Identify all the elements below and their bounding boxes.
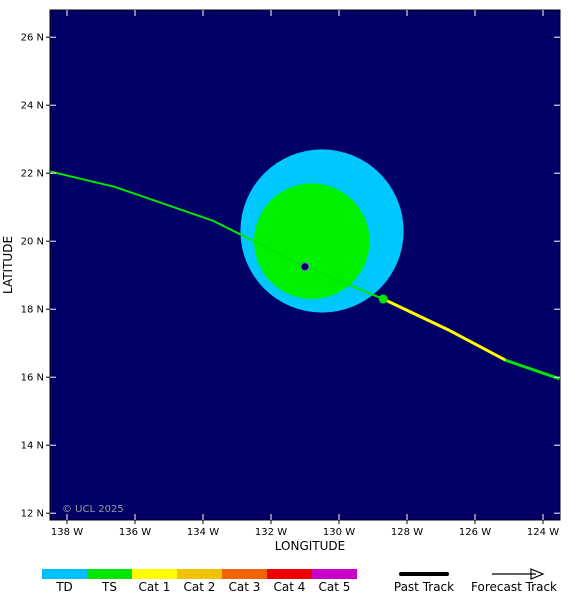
legend-label-cat-2: Cat 2: [184, 580, 216, 594]
forecast-track-legend: Forecast Track: [471, 568, 557, 594]
past-track-legend: Past Track: [394, 572, 454, 594]
forecast-track-label: Forecast Track: [471, 580, 557, 594]
y-tick-label: 20 N: [21, 237, 44, 248]
legend-swatch-cat-5: [312, 569, 357, 579]
legend-swatch-cat-2: [177, 569, 222, 579]
track-segment-1: [50, 170, 384, 300]
y-tick-label: 12 N: [21, 509, 44, 520]
legend-swatch-cat-4: [267, 569, 312, 579]
forecast-point-marker: [378, 294, 388, 304]
legend-swatch-ts: [87, 569, 132, 579]
forecast-arrowhead-icon: [530, 568, 545, 580]
x-axis-title: LONGITUDE: [275, 539, 345, 553]
y-axis-title: LATITUDE: [1, 236, 15, 294]
x-tick-label: 134 W: [187, 527, 219, 538]
wind-field-layer: [240, 149, 404, 313]
x-tick-label: 126 W: [459, 527, 491, 538]
x-tick-label: 130 W: [323, 527, 355, 538]
storm-position-layer: [300, 262, 388, 304]
y-tick-label: 22 N: [21, 169, 44, 180]
y-tick-label: 26 N: [21, 33, 44, 44]
legend-label-cat-1: Cat 1: [139, 580, 171, 594]
legend-label-td: TD: [55, 580, 73, 594]
y-tick-label: 24 N: [21, 101, 44, 112]
x-tick-label: 128 W: [391, 527, 423, 538]
y-tick-label: 16 N: [21, 373, 44, 384]
x-tick-label: 138 W: [51, 527, 83, 538]
y-tick-label: 18 N: [21, 305, 44, 316]
x-tick-label: 124 W: [527, 527, 559, 538]
past-track-label: Past Track: [394, 580, 454, 594]
x-tick-label: 132 W: [255, 527, 287, 538]
copyright-text: © UCL 2025: [62, 504, 124, 515]
legend-swatch-cat-3: [222, 569, 267, 579]
x-tick-label: 136 W: [119, 527, 151, 538]
track-segment-2: [382, 297, 507, 362]
legend-swatch-cat-1: [132, 569, 177, 579]
legend-label-cat-5: Cat 5: [319, 580, 351, 594]
legend-swatch-td: [42, 569, 87, 579]
y-axis-ticks: 12 N 14 N 16 N 18 N 20 N 22 N 24 N 26 N: [21, 33, 560, 520]
legend-label-cat-3: Cat 3: [229, 580, 261, 594]
legend-label-ts: TS: [101, 580, 117, 594]
forecast-track-layer: [50, 170, 560, 381]
x-axis-ticks: 138 W 136 W 134 W 132 W 130 W 128 W 126 W 124 W: [51, 10, 559, 538]
track-segment-3: [505, 358, 560, 381]
plot-frame: [49, 9, 561, 521]
storm-center-marker: [300, 262, 310, 272]
category-legend: TD TS Cat 1 Cat 2 Cat 3 Cat 4 Cat 5: [42, 569, 357, 594]
y-tick-label: 14 N: [21, 441, 44, 452]
wind-field-ts: [253, 183, 370, 299]
legend-label-cat-4: Cat 4: [274, 580, 306, 594]
